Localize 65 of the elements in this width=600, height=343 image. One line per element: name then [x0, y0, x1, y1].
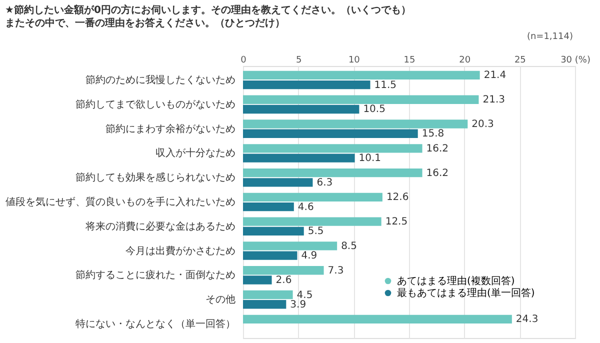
bar — [243, 178, 313, 187]
text: (n=1,114) — [526, 32, 573, 42]
data-label: 3.9 — [290, 299, 306, 310]
data-label: 6.3 — [316, 177, 333, 188]
bar — [243, 226, 304, 236]
data-label: 11.5 — [374, 80, 397, 91]
bar — [243, 104, 360, 114]
bar — [243, 70, 480, 80]
x-tick-label: 30 (%) — [560, 56, 590, 66]
data-label: 20.3 — [472, 119, 494, 130]
x-tick-label: 20 — [459, 56, 471, 66]
bar — [243, 202, 294, 212]
data-label: 21.4 — [484, 70, 506, 82]
x-tick-label: 5 — [296, 56, 302, 66]
bar — [243, 300, 286, 309]
data-label: 7.3 — [328, 265, 344, 276]
bar — [243, 120, 468, 128]
bar — [243, 276, 272, 284]
bar — [243, 266, 324, 275]
data-label: 15.8 — [422, 128, 444, 140]
x-tick-label: 25 — [514, 56, 526, 66]
data-label: 12.6 — [386, 192, 409, 204]
bar — [243, 144, 422, 153]
y-tick-label: 節約にまわす余裕がないため — [106, 122, 236, 135]
data-label: 4.6 — [298, 202, 314, 213]
data-label: 4.9 — [301, 250, 318, 262]
bar — [243, 192, 382, 202]
y-tick-label: 将来の消費に必要な金はあるため — [84, 220, 236, 232]
y-tick-label: その他 — [206, 294, 236, 306]
bar — [243, 80, 370, 90]
bar — [243, 154, 355, 162]
bar — [243, 95, 479, 104]
text: またその中で、一番の理由をお答えください。（ひとつだけ） — [5, 17, 285, 29]
bar — [243, 290, 293, 300]
bar — [243, 129, 418, 138]
y-tick-label: 値段を気にせず、質の良いものを手に入れたいため — [6, 196, 236, 208]
data-label: 12.5 — [385, 216, 408, 228]
x-tick-label: 10 — [348, 56, 360, 66]
data-label: 2.6 — [276, 275, 292, 286]
bar — [243, 168, 422, 178]
data-label: 16.2 — [426, 168, 449, 179]
data-label: 21.3 — [482, 94, 505, 106]
x-tick-label: 0 — [240, 56, 247, 66]
chart-title: ★節約したい金額が0円の方にお伺いします。その理由を教えてください。（いくつでも） — [5, 4, 411, 16]
bar — [243, 251, 298, 260]
y-tick-label: 節約してまで欲しいものがないため — [76, 99, 236, 110]
bar — [243, 217, 382, 226]
y-tick-label: 今月は出費がかさむため — [126, 244, 236, 257]
legend-label: 最もあてはまる理由(単一回答) — [397, 287, 535, 299]
y-tick-label: 節約しても効果を感じられないため — [76, 172, 236, 184]
data-label: 10.5 — [363, 104, 386, 116]
x-tick-label: 15 — [404, 56, 416, 66]
y-tick-label: 節約することに疲れた・面倒なため — [76, 269, 236, 282]
y-tick-label: 節約のために我慢したくないため — [86, 74, 236, 86]
bar — [243, 242, 338, 250]
data-label: 10.1 — [358, 153, 382, 164]
data-label: 4.5 — [296, 290, 313, 301]
data-label: 5.5 — [308, 226, 324, 238]
y-tick-label: 収入が十分なため — [156, 147, 236, 160]
data-label: 24.3 — [516, 314, 538, 326]
data-label: 8.5 — [341, 240, 357, 252]
y-tick-label: 特にない・なんとなく（単一回答） — [76, 318, 236, 330]
data-label: 16.2 — [426, 143, 449, 154]
bar — [243, 314, 512, 324]
legend-label: あてはまる理由(複数回答) — [397, 275, 515, 287]
